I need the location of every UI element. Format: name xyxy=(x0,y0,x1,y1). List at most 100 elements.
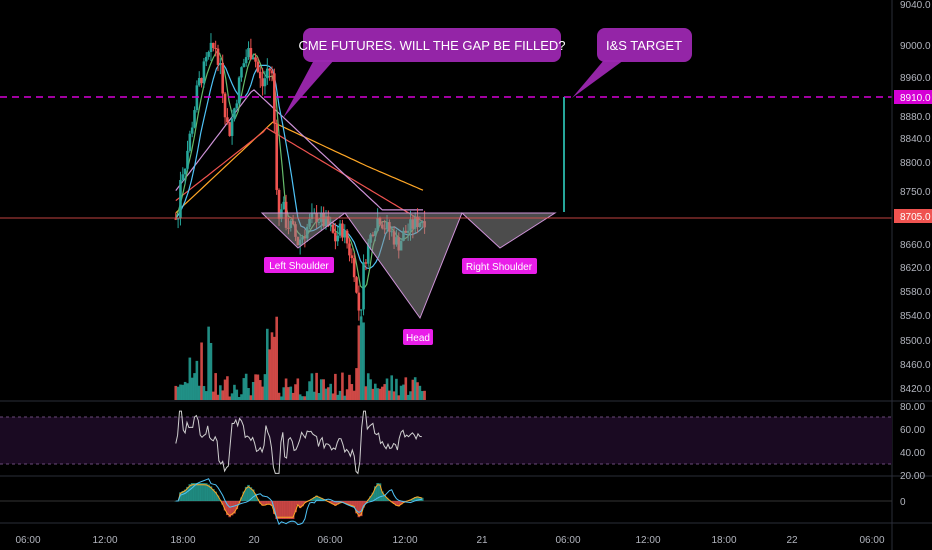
price-tick: 8880.0 xyxy=(900,112,931,123)
volume-bar xyxy=(336,394,340,400)
volume-bar xyxy=(334,373,337,400)
price-tick: 8420.0 xyxy=(900,384,931,395)
volume-bar xyxy=(397,395,401,400)
price-axis: 9040.0 9000.0 8960.0 8880.0 8840.0 8800.… xyxy=(894,0,932,395)
rsi-tick: 60.00 xyxy=(900,425,925,436)
macd-bar xyxy=(183,489,187,501)
candle-body xyxy=(343,230,347,238)
volume-bar xyxy=(209,342,213,400)
macd-bar xyxy=(294,501,297,513)
macd-bar xyxy=(312,497,316,501)
candle-body xyxy=(273,73,276,124)
volume-bar xyxy=(373,383,377,400)
volume-bar xyxy=(270,332,274,400)
macd-bar xyxy=(188,484,192,501)
macd-bar xyxy=(362,501,365,508)
time-tick: 12:00 xyxy=(392,535,417,546)
rsi-line xyxy=(175,410,422,475)
price-candles xyxy=(174,33,426,321)
head-shoulders-pattern xyxy=(260,212,557,320)
macd-bar xyxy=(343,501,347,504)
volume-bar xyxy=(254,374,257,400)
macd-bar xyxy=(331,501,335,505)
price-tick: 8800.0 xyxy=(900,158,931,169)
macd-bar xyxy=(242,491,246,501)
macd-bar xyxy=(244,486,248,501)
candle-body xyxy=(362,262,365,310)
volume-bar xyxy=(221,390,224,400)
volume-bar xyxy=(395,378,398,400)
candle-body xyxy=(336,235,340,242)
head-label: Head xyxy=(403,329,433,345)
volume-bar xyxy=(223,379,227,400)
last-price-tag xyxy=(894,209,932,223)
cme-callout: CME FUTURES. WILL THE GAP BE FILLED? xyxy=(283,28,566,118)
volume-bar xyxy=(319,379,323,400)
volume-bar xyxy=(181,384,185,400)
time-tick: 06:00 xyxy=(15,535,40,546)
volume-bar xyxy=(402,384,405,400)
svg-text:Left Shoulder: Left Shoulder xyxy=(269,261,329,272)
volume-bar xyxy=(212,391,215,400)
volume-bar xyxy=(341,372,344,400)
macd-bar xyxy=(289,501,293,519)
volume-bar xyxy=(399,385,403,400)
volume-bar xyxy=(195,360,199,400)
candle-body xyxy=(348,243,351,256)
macd-tick: 0 xyxy=(900,497,906,508)
volume-bar xyxy=(200,342,203,400)
macd-bar xyxy=(418,497,422,501)
candle-body xyxy=(247,48,250,58)
candle-body xyxy=(188,133,192,151)
macd-bar xyxy=(197,483,201,501)
volume-bar xyxy=(287,387,290,400)
volume-bar xyxy=(188,357,192,400)
volume-bar xyxy=(420,391,424,400)
rsi-pane xyxy=(0,410,892,475)
candle-body xyxy=(364,262,368,264)
time-tick: 20 xyxy=(248,535,260,546)
volume-bar xyxy=(406,394,410,400)
candle-body xyxy=(204,56,208,62)
volume-bar xyxy=(233,384,236,400)
candle-body xyxy=(202,61,206,84)
volume-bar xyxy=(235,389,239,400)
price-tick: 8540.0 xyxy=(900,311,931,322)
volume-bar xyxy=(364,386,368,400)
macd-bar xyxy=(247,484,250,501)
volume-bar xyxy=(190,377,194,400)
volume-bar xyxy=(263,374,267,400)
macd-bar xyxy=(202,483,206,501)
candle-body xyxy=(214,47,217,49)
time-tick: 12:00 xyxy=(635,535,660,546)
macd-bar xyxy=(413,497,417,501)
macd-bar xyxy=(357,501,361,518)
price-tick: 9040.0 xyxy=(900,0,931,11)
rsi-tick: 40.00 xyxy=(900,448,925,459)
candle-body xyxy=(228,122,232,136)
volume-bar xyxy=(350,384,354,400)
volume-bar xyxy=(416,382,419,400)
candle-body xyxy=(334,232,337,242)
time-tick: 18:00 xyxy=(170,535,195,546)
candle-body xyxy=(251,57,255,60)
volume-bar xyxy=(359,316,363,400)
volume-bar xyxy=(385,378,389,400)
rsi-tick: 20.00 xyxy=(900,471,925,482)
volume-bar xyxy=(289,386,293,400)
time-tick: 06:00 xyxy=(859,535,884,546)
macd-bar xyxy=(392,501,396,504)
rsi-axis: 80.00 60.00 40.00 20.00 xyxy=(900,402,925,482)
macd-signal-line xyxy=(175,478,423,526)
svg-text:Head: Head xyxy=(406,333,430,344)
volume-bar xyxy=(207,326,210,400)
volume-bar xyxy=(371,388,375,400)
volume-bar xyxy=(352,390,356,400)
volume-bar xyxy=(242,378,246,400)
macd-bar xyxy=(399,501,403,505)
volume-bar xyxy=(322,379,325,400)
macd-bar xyxy=(181,490,185,501)
macd-bar xyxy=(233,501,236,514)
candle-body xyxy=(249,48,253,60)
